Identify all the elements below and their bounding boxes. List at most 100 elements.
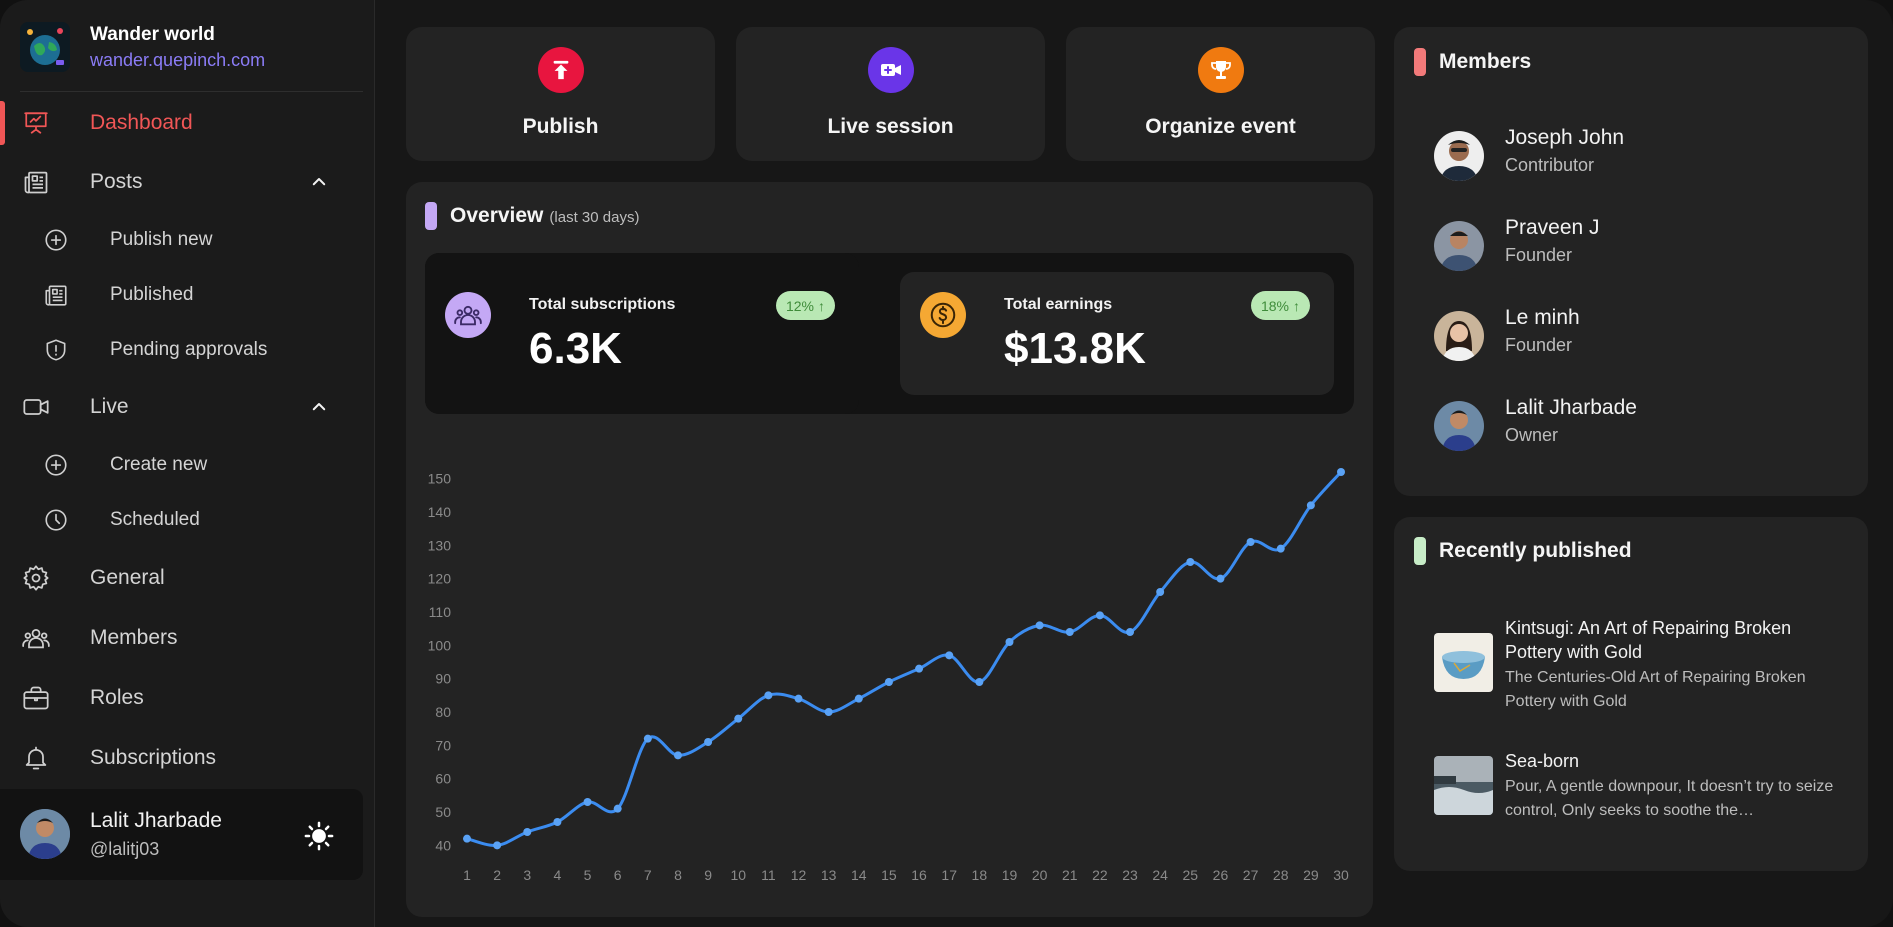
data-point[interactable] <box>1095 611 1104 620</box>
member-name: Le minh <box>1505 306 1580 329</box>
member-item[interactable]: Praveen J Founder <box>1434 216 1834 276</box>
data-point[interactable] <box>1156 588 1165 596</box>
badge-text: 12% <box>785 297 814 314</box>
sidebar-item-general[interactable]: General <box>0 553 374 603</box>
data-point[interactable] <box>945 651 954 660</box>
x-tick-label: 27 <box>1243 867 1259 883</box>
member-role: Founder <box>1505 335 1573 355</box>
chevron-up-icon[interactable] <box>310 398 328 421</box>
data-point[interactable] <box>613 804 622 813</box>
data-point[interactable] <box>824 708 833 716</box>
data-point[interactable] <box>1276 544 1285 553</box>
sidebar-item-label: Roles <box>90 686 144 709</box>
arrow-up-icon: ↑ <box>818 297 825 314</box>
data-point[interactable] <box>794 694 803 703</box>
x-tick-label: 24 <box>1152 867 1168 883</box>
sidebar-item-subscriptions[interactable]: Subscriptions <box>0 733 374 783</box>
member-item[interactable]: Joseph John Contributor <box>1434 126 1834 186</box>
live-session-card[interactable]: Live session <box>736 27 1045 161</box>
x-tick-label: 14 <box>851 867 867 883</box>
badge-text: 18% <box>1260 297 1289 314</box>
overview-panel: Overview (last 30 days) Total subscriptio… <box>406 182 1373 917</box>
data-point[interactable] <box>1035 621 1044 630</box>
x-tick-label: 13 <box>821 867 837 883</box>
sidebar-item-roles[interactable]: Roles <box>0 673 374 723</box>
member-name: Lalit Jharbade <box>1505 396 1637 419</box>
avatar <box>1434 311 1484 361</box>
data-point[interactable] <box>975 678 984 686</box>
post-description: Pour, A gentle downpour, It doesn’t try … <box>1505 778 1834 819</box>
chevron-up-icon[interactable] <box>310 173 328 196</box>
x-tick-label: 23 <box>1122 867 1138 883</box>
plus-circle-icon <box>42 226 70 254</box>
sidebar-item-dashboard[interactable]: Dashboard <box>0 98 374 148</box>
x-tick-label: 6 <box>614 867 622 883</box>
y-tick-label: 50 <box>435 804 451 820</box>
divider <box>20 91 363 92</box>
sidebar-item-publish-new[interactable]: Publish new <box>0 215 374 265</box>
data-point[interactable] <box>1216 574 1225 583</box>
y-tick-label: 70 <box>435 737 451 753</box>
overview-subtitle: (last 30 days) <box>549 209 640 226</box>
stat-subscriptions[interactable]: Total subscriptions 6.3K 12% ↑ <box>425 253 859 414</box>
post-item[interactable]: Kintsugi: An Art of Repairing Broken Pot… <box>1434 616 1854 716</box>
dollar-icon <box>920 292 966 338</box>
data-point[interactable] <box>673 751 682 760</box>
organize-event-card[interactable]: Organize event <box>1066 27 1375 161</box>
member-item[interactable]: Le minh Founder <box>1434 306 1834 366</box>
sidebar-item-create-new[interactable]: Create new <box>0 440 374 490</box>
data-point[interactable] <box>734 714 743 723</box>
member-role: Contributor <box>1505 155 1595 175</box>
data-point[interactable] <box>915 664 924 673</box>
data-point[interactable] <box>1186 558 1195 566</box>
sidebar-item-label: Pending approvals <box>110 339 268 360</box>
x-tick-label: 29 <box>1303 867 1319 883</box>
data-point[interactable] <box>1005 638 1014 646</box>
sidebar-item-label: Members <box>90 626 178 649</box>
overview-title-text: Overview <box>450 204 544 227</box>
sidebar-item-posts[interactable]: Posts <box>0 157 374 207</box>
data-point[interactable] <box>493 841 502 850</box>
data-point[interactable] <box>1306 501 1315 510</box>
x-tick-label: 3 <box>523 867 531 883</box>
publish-card[interactable]: Publish <box>406 27 715 161</box>
data-point[interactable] <box>463 834 471 843</box>
brand[interactable]: Wander world wander.quepinch.com <box>20 22 265 72</box>
theme-toggle-button[interactable] <box>304 821 334 851</box>
data-point[interactable] <box>884 678 893 686</box>
brand-url[interactable]: wander.quepinch.com <box>90 49 266 70</box>
sidebar-item-pending-approvals[interactable]: Pending approvals <box>0 325 374 375</box>
data-point[interactable] <box>1126 628 1135 636</box>
sidebar-item-members[interactable]: Members <box>0 613 374 663</box>
bell-icon <box>22 744 50 772</box>
data-point[interactable] <box>704 738 713 746</box>
data-point[interactable] <box>523 828 532 836</box>
x-tick-label: 21 <box>1062 867 1078 883</box>
stat-earnings[interactable]: Total earnings $13.8K 18% ↑ <box>900 272 1334 395</box>
x-tick-label: 26 <box>1213 867 1229 883</box>
sidebar-item-scheduled[interactable]: Scheduled <box>0 495 374 545</box>
data-point[interactable] <box>1337 468 1345 476</box>
data-point[interactable] <box>764 691 773 700</box>
user-profile[interactable]: Lalit Jharbade @lalitj03 <box>0 789 363 880</box>
y-tick-label: 90 <box>435 671 451 687</box>
x-tick-label: 28 <box>1273 867 1289 883</box>
sun-icon <box>304 821 334 851</box>
data-point[interactable] <box>583 798 592 806</box>
data-point[interactable] <box>854 694 863 703</box>
trend-badge: 12% ↑ <box>775 291 835 320</box>
x-tick-label: 2 <box>493 867 501 883</box>
y-tick-label: 140 <box>428 504 452 520</box>
sidebar-item-live[interactable]: Live <box>0 382 374 432</box>
sidebar-item-published[interactable]: Published <box>0 270 374 320</box>
data-point[interactable] <box>1246 538 1255 546</box>
data-point[interactable] <box>1065 628 1074 636</box>
data-point[interactable] <box>643 734 652 743</box>
member-item[interactable]: Lalit Jharbade Owner <box>1434 396 1834 456</box>
data-point[interactable] <box>553 818 562 826</box>
post-item[interactable]: Sea-born Pour, A gentle downpour, It doe… <box>1434 749 1854 821</box>
members-title: Members <box>1439 50 1532 73</box>
x-tick-label: 20 <box>1032 867 1048 883</box>
sidebar: Wander world wander.quepinch.com Dashboa… <box>0 0 375 927</box>
newspaper-icon <box>42 281 70 309</box>
